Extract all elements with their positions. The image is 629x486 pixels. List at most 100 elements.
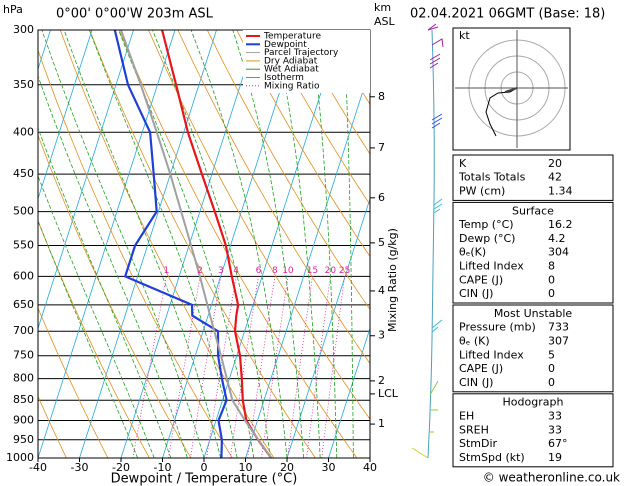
table-title: Hodograph [503,396,564,409]
hodograph-unit: kt [459,29,470,42]
wet-adiabat [232,30,304,458]
table-value: 33 [548,410,562,423]
y-tick-label: 1000 [6,451,34,464]
mixing-ratio-label: 2 [197,266,203,276]
table-label: CIN (J) [459,376,493,389]
x-tick-label: -10 [154,461,172,474]
dry-adiabat [206,30,370,311]
x-tick-label: 40 [363,461,377,474]
legend-label: Isotherm [264,73,304,83]
x-tick-label: 20 [280,461,294,474]
mixing-ratio-label: 25 [339,266,350,276]
table-label: CAPE (J) [459,273,503,286]
height-tick-label: 3 [378,329,385,342]
x-tick-label: -30 [71,461,89,474]
dry-adiabat [295,30,370,155]
table-value: 67° [548,437,568,450]
dry-adiabat [89,30,316,458]
table-label: CAPE (J) [459,362,503,375]
y-tick-label: 400 [13,125,34,138]
wet-adiabat [343,30,354,458]
mixing-ratio-label: 1 [164,266,170,276]
wind-barb [429,380,439,433]
table-value: 42 [548,171,562,184]
plot-area [0,30,629,458]
y-tick-label: 700 [13,324,34,337]
wet-adiabat [152,30,271,458]
profile-line [161,30,273,458]
height-label: km [374,1,391,14]
table-box [452,201,614,304]
dry-adiabat [38,395,67,458]
hodograph-frame [452,27,571,151]
dry-adiabat [619,30,629,458]
legend-box [243,30,370,93]
y-tick-label: 650 [13,298,34,311]
y-tick-label: 850 [13,393,34,406]
mixing-ratio-line [229,276,259,458]
table-label: CIN (J) [459,287,493,300]
table-title: Most Unstable [494,307,573,320]
wet-adiabat [38,174,155,458]
mixing-ratio-line [168,276,201,458]
y-tick-label: 300 [13,23,34,36]
table-value: 16.2 [548,218,573,231]
table-label: θₑ(K) [459,246,486,259]
mixing-ratio-line [247,276,276,458]
wet-adiabat [310,30,338,458]
mixing-ratio-label: 4 [233,266,239,276]
index-tables: K 20 Totals Totals 42 PW (cm) 1.34 SurfaceTemp… [452,154,614,468]
mixing-ratio-line [132,276,167,458]
table-value: 304 [548,246,569,259]
table-label: Temp (°C) [458,218,514,231]
height-tick-label: 1 [378,417,385,430]
mixing-ratio-line [261,276,289,458]
dry-adiabat [38,134,192,458]
wind-barb [429,53,441,69]
legend-label: Dewpoint [264,40,307,50]
x-tick-label: 30 [322,461,336,474]
footer: © weatheronline.co.uk [483,471,620,485]
legend-label: Dry Adiabat [264,56,318,66]
table-value: 1.34 [548,185,573,198]
mixing-ratio-label: Mixing Ratio (g/kg) [386,228,399,332]
isotherm [328,327,370,458]
height-tick-label: 4 [378,284,385,297]
table-label: θₑ (K) [459,335,490,348]
table-label: SREH [459,423,489,436]
y-tick-label: 950 [13,433,34,446]
hodograph-trace [485,87,518,137]
table-label: PW (cm) [459,185,505,198]
dry-adiabat [148,30,370,420]
table-label: Pressure (mb) [459,321,536,334]
mixing-ratio-label: 15 [307,266,318,276]
legend-label: Parcel Trajectory [264,48,339,58]
height-tick-label: 5 [378,236,385,249]
isotherm [120,30,259,458]
wet-adiabat [41,30,205,458]
table-value: 0 [548,362,555,375]
table-box [452,154,614,201]
table-value: 0 [548,287,555,300]
table-value: 733 [548,321,569,334]
height-tick-label: LCL [378,387,399,400]
mixing-ratio-line [287,276,313,458]
table-value: 0 [548,376,555,389]
mixing-ratio-label: 3 [218,266,224,276]
dry-adiabat [38,220,150,458]
isotherm [0,30,9,458]
legend-label: Temperature [263,32,321,42]
wet-adiabat [38,74,188,458]
wind-barb [433,198,443,214]
profile-line [120,30,273,458]
isotherm [38,30,93,201]
mixing-ratio-label: 10 [282,266,294,276]
y-tick-label: 600 [13,269,34,282]
table-value: 4.2 [548,232,566,245]
wind-axis [427,29,435,459]
isotherm [79,30,217,458]
wind-profile [411,23,444,459]
wind-barb [431,319,443,333]
